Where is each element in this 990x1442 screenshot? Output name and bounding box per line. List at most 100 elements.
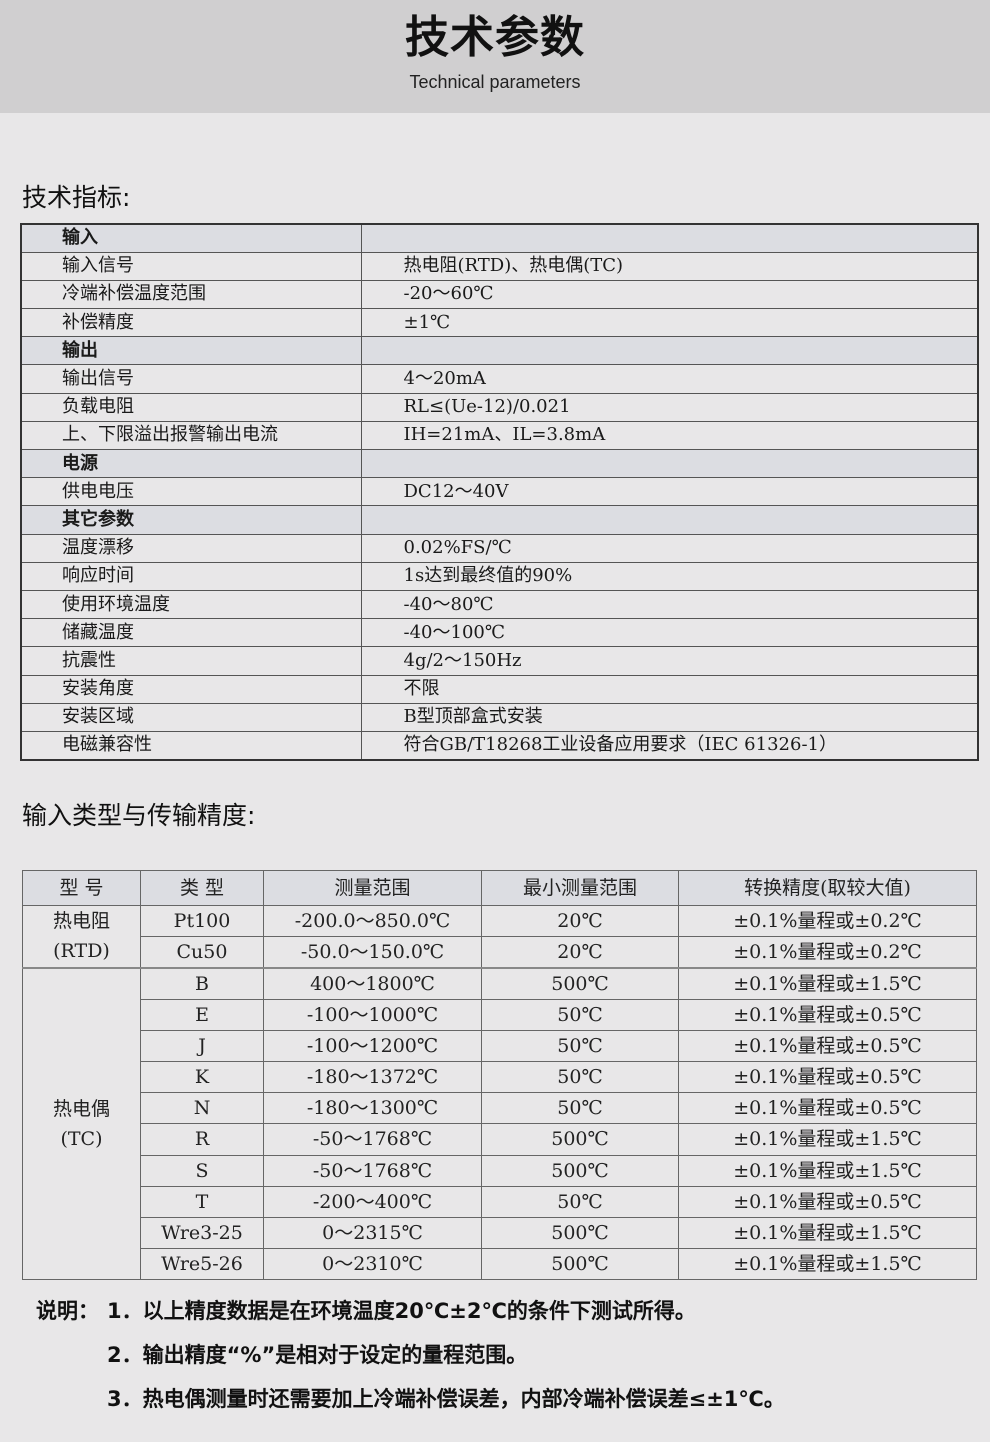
min-range: 50℃ — [481, 1185, 679, 1218]
spec-key: 输入 — [20, 223, 362, 253]
spec-group-row: 其它参数 — [20, 505, 979, 535]
column-header: 转换精度(取较大值) — [678, 870, 977, 906]
spec-row: 电磁兼容性 符合GB/T18268工业设备应用要求（IEC 61326-1） — [20, 730, 979, 761]
page-title: 技术参数 — [405, 12, 585, 63]
accuracy: ±0.1%量程或±0.5℃ — [678, 1029, 977, 1062]
column-header: 型 号 — [22, 870, 141, 906]
spec-value: 1s达到最终值的90% — [360, 561, 979, 591]
measure-range: -100～1200℃ — [263, 1029, 482, 1062]
measure-range: -50～1768℃ — [263, 1154, 482, 1187]
accuracy: ±0.1%量程或±0.5℃ — [678, 1185, 977, 1218]
table-row: K -180～1372℃ 50℃ ±0.1%量程或±0.5℃ — [23, 1060, 977, 1094]
table-row: 热电偶 (TC) B 400～1800℃ 500℃ ±0.1%量程或±1.5℃ — [22, 967, 977, 1281]
spec-row: 安装角度 不限 — [20, 674, 979, 704]
sensor-type: J — [140, 1029, 264, 1062]
min-range: 50℃ — [481, 1029, 679, 1062]
spec-value — [360, 223, 979, 253]
min-range: 500℃ — [481, 1154, 679, 1187]
spec-key: 响应时间 — [20, 561, 362, 591]
spec-value: 符合GB/T18268工业设备应用要求（IEC 61326-1） — [360, 730, 979, 761]
spec-row: 使用环境温度 -40～80℃ — [20, 589, 979, 620]
spec-key: 冷端补偿温度范围 — [20, 279, 362, 310]
spec-group-row: 输出 — [20, 336, 979, 366]
model-group-name: 热电偶 — [52, 1098, 110, 1121]
spec-row: 温度漂移 0.02%FS/℃ — [20, 533, 979, 563]
spec-key: 其它参数 — [20, 505, 362, 535]
spec-row: 上、下限溢出报警输出电流 IH=21mA、IL=3.8mA — [20, 420, 979, 451]
accuracy: ±0.1%量程或±0.5℃ — [678, 998, 977, 1031]
min-range: 20℃ — [481, 936, 679, 969]
table-row: T -200～400℃ 50℃ ±0.1%量程或±0.5℃ — [23, 1185, 977, 1218]
spec-section-title: 技术指标: — [22, 183, 131, 212]
spec-value: B型顶部盒式安装 — [360, 702, 979, 732]
column-header: 类 型 — [140, 870, 264, 906]
spec-value — [360, 336, 979, 366]
measure-range: -180～1372℃ — [263, 1060, 482, 1094]
accuracy: ±0.1%量程或±0.2℃ — [678, 936, 977, 969]
model-group-cell: 热电偶 (TC) — [22, 967, 141, 1281]
spec-key: 使用环境温度 — [20, 589, 362, 620]
measure-range: -50.0～150.0℃ — [263, 936, 482, 969]
table-row: Cu50 -50.0～150.0℃ 20℃ ±0.1%量程或±0.2℃ — [23, 936, 977, 969]
min-range: 500℃ — [481, 1123, 679, 1156]
spec-group-row: 输入 — [20, 223, 979, 253]
table-row: R -50～1768℃ 500℃ ±0.1%量程或±1.5℃ — [23, 1123, 977, 1156]
accuracy: ±0.1%量程或±1.5℃ — [678, 1248, 977, 1281]
sensor-type: K — [140, 1060, 264, 1094]
table-row: N -180～1300℃ 50℃ ±0.1%量程或±0.5℃ — [23, 1092, 977, 1125]
sensor-type: R — [140, 1123, 264, 1156]
spec-key: 输出 — [20, 336, 362, 366]
spec-row: 输入信号 热电阻(RTD)、热电偶(TC) — [20, 251, 979, 281]
spec-value: RL≤(Ue-12)/0.021 — [360, 392, 979, 422]
min-range: 20℃ — [481, 904, 679, 938]
spec-key: 安装区域 — [20, 702, 362, 732]
spec-value: 热电阻(RTD)、热电偶(TC) — [360, 251, 979, 281]
min-range: 500℃ — [481, 1216, 679, 1250]
measure-range: -100～1000℃ — [263, 998, 482, 1031]
sensor-type: Wre3-25 — [140, 1216, 264, 1250]
spec-value: -40～80℃ — [360, 589, 979, 620]
spec-row: 响应时间 1s达到最终值的90% — [20, 561, 979, 591]
sensor-type: N — [140, 1092, 264, 1125]
sensor-type: Wre5-26 — [140, 1248, 264, 1281]
spec-key: 温度漂移 — [20, 533, 362, 563]
model-group-name: 热电阻 — [52, 910, 110, 933]
spec-key: 输入信号 — [20, 251, 362, 281]
spec-table: 输入 输入信号 热电阻(RTD)、热电偶(TC) 冷端补偿温度范围 -20～60℃ 补偿精… — [20, 223, 979, 761]
table-row: 热电阻 (RTD) Pt100 -200.0～850.0℃ 20℃ ±0.1%量程或±0.… — [22, 904, 977, 969]
spec-value: DC12～40V — [360, 477, 979, 507]
notes-label: 说明： — [36, 1299, 99, 1323]
accuracy: ±0.1%量程或±1.5℃ — [678, 1216, 977, 1250]
sensor-type: B — [140, 967, 264, 1000]
spec-row: 负载电阻 RL≤(Ue-12)/0.021 — [20, 392, 979, 422]
spec-row: 储藏温度 -40～100℃ — [20, 618, 979, 648]
accuracy: ±0.1%量程或±1.5℃ — [678, 967, 977, 1000]
measure-range: 0～2310℃ — [263, 1248, 482, 1281]
spec-value: -40～100℃ — [360, 618, 979, 648]
min-range: 50℃ — [481, 998, 679, 1031]
page-subtitle: Technical parameters — [409, 72, 581, 92]
min-range: 500℃ — [481, 967, 679, 1000]
measure-range: 0～2315℃ — [263, 1216, 482, 1250]
min-range: 50℃ — [481, 1092, 679, 1125]
spec-value: 4g/2～150Hz — [360, 646, 979, 676]
table-row: S -50～1768℃ 500℃ ±0.1%量程或±1.5℃ — [23, 1154, 977, 1187]
model-group-code: (TC) — [60, 1128, 103, 1151]
sensor-type: Pt100 — [140, 904, 264, 938]
spec-value: -20～60℃ — [360, 279, 979, 310]
spec-key: 补偿精度 — [20, 308, 362, 338]
spec-key: 抗震性 — [20, 646, 362, 676]
spec-value: 不限 — [360, 674, 979, 704]
spec-row: 冷端补偿温度范围 -20～60℃ — [20, 279, 979, 310]
sensor-type: S — [140, 1154, 264, 1187]
spec-row: 抗震性 4g/2～150Hz — [20, 646, 979, 676]
measure-range: -200.0～850.0℃ — [263, 904, 482, 938]
spec-value — [360, 505, 979, 535]
spec-value: IH=21mA、IL=3.8mA — [360, 420, 979, 451]
note-item: 1．以上精度数据是在环境温度20℃±2℃的条件下测试所得。 — [107, 1299, 696, 1323]
spec-key: 上、下限溢出报警输出电流 — [20, 420, 362, 451]
spec-value: 4～20mA — [360, 364, 979, 394]
spec-value: ±1℃ — [360, 308, 979, 338]
page-header: 技术参数 Technical parameters — [0, 0, 990, 113]
spec-key: 储藏温度 — [20, 618, 362, 648]
